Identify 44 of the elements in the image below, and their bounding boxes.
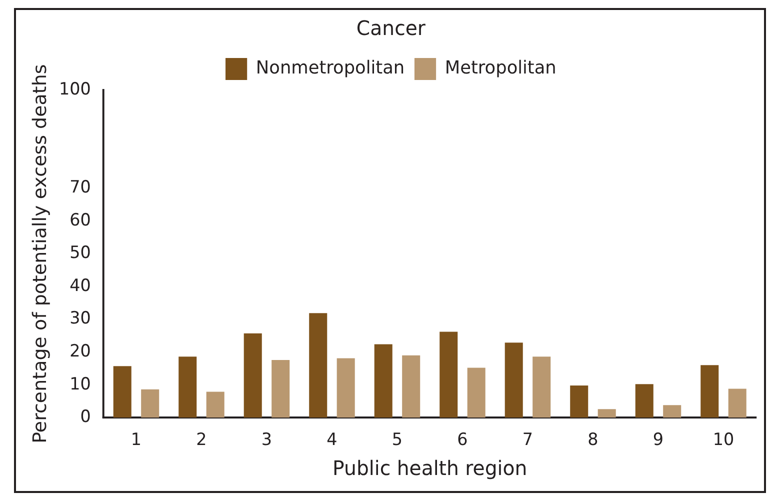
y-tick-label: 10 (70, 373, 91, 394)
bar (402, 355, 420, 418)
y-axis-title: Percentage of potentially excess deaths (30, 64, 51, 444)
bar (504, 342, 523, 418)
bar (272, 360, 290, 418)
x-tick-label: 1 (130, 429, 142, 450)
y-tick-label: 100 (59, 78, 91, 98)
bar (728, 388, 746, 418)
bar (336, 358, 355, 418)
y-tick-label: 50 (70, 242, 91, 262)
bar (178, 356, 197, 418)
bar (467, 368, 486, 418)
y-tick-label: 20 (70, 340, 91, 361)
x-tick-label: 9 (652, 429, 664, 450)
x-tick-label: 5 (392, 429, 403, 450)
bar (113, 366, 132, 418)
bar (598, 409, 616, 418)
y-tick-label: 40 (70, 274, 91, 296)
x-tick-label: 2 (196, 429, 207, 450)
y-tick-label: 60 (70, 209, 91, 230)
x-tick-label: 4 (326, 429, 338, 450)
bar (206, 392, 224, 418)
legend-label: Nonmetropolitan (256, 58, 405, 79)
bar (635, 384, 654, 418)
x-axis-title: Public health region (332, 457, 528, 480)
bar (374, 344, 392, 418)
bar (141, 389, 160, 418)
y-tick-label: 0 (80, 406, 91, 426)
bar (663, 405, 682, 418)
x-tick-label: 7 (522, 429, 534, 450)
x-tick-label: 8 (588, 429, 598, 450)
bar (700, 365, 719, 418)
bar (532, 356, 551, 418)
chart-title: Cancer (356, 17, 426, 40)
legend-label: Metropolitan (444, 58, 556, 79)
bar (309, 313, 328, 418)
y-tick-label: 30 (70, 308, 91, 328)
x-tick-label: 6 (457, 429, 468, 450)
bar (570, 385, 588, 418)
x-tick-label: 10 (712, 429, 734, 450)
y-tick-label: 70 (70, 176, 91, 197)
x-tick-label: 3 (261, 429, 272, 450)
bar (244, 333, 262, 418)
bar (440, 332, 458, 418)
